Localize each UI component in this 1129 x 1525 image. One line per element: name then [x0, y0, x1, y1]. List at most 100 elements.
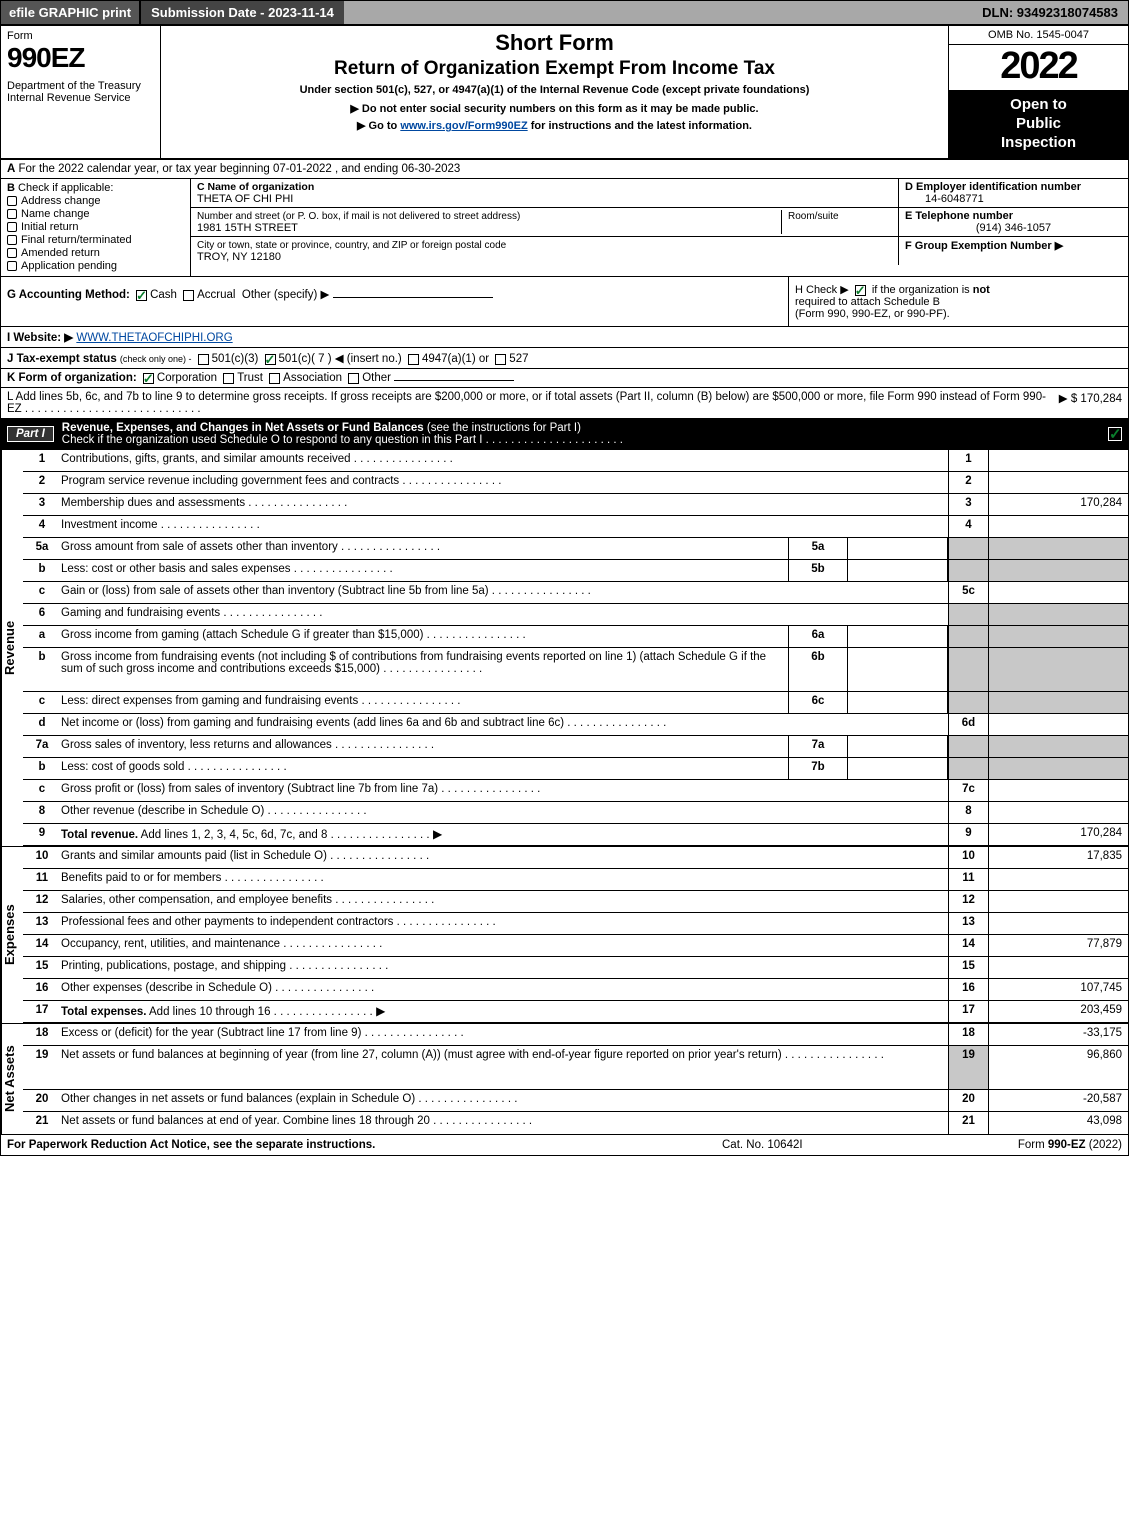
open-to-public-badge: Open to Public Inspection: [949, 90, 1128, 158]
k-o2: Association: [283, 372, 342, 384]
netassets-table: Net Assets 18Excess or (deficit) for the…: [1, 1023, 1128, 1134]
open-line3: Inspection: [953, 134, 1124, 153]
right-val-shade: [988, 758, 1128, 779]
right-num-shade: [948, 560, 988, 581]
part-i-schedule-o-check[interactable]: [1108, 427, 1122, 441]
line-number: 19: [23, 1046, 61, 1089]
check-trust[interactable]: [223, 373, 234, 384]
table-row: 12Salaries, other compensation, and empl…: [23, 891, 1128, 913]
right-val-shade: [988, 692, 1128, 713]
line-description: Salaries, other compensation, and employ…: [61, 891, 948, 912]
mid-line-value[interactable]: [848, 560, 948, 581]
table-row: 19Net assets or fund balances at beginni…: [23, 1046, 1128, 1090]
mid-line-value[interactable]: [848, 648, 948, 691]
check-cash[interactable]: [136, 290, 147, 301]
check-schedule-b-not-required[interactable]: [855, 285, 866, 296]
check-corporation[interactable]: [143, 373, 154, 384]
dept-line-2: Internal Revenue Service: [7, 92, 154, 104]
subtitle-section: Under section 501(c), 527, or 4947(a)(1)…: [167, 84, 942, 96]
check-amended-return[interactable]: Amended return: [7, 247, 184, 259]
right-num-shade: [948, 626, 988, 647]
check-501c3[interactable]: [198, 354, 209, 365]
check-name-change[interactable]: Name change: [7, 208, 184, 220]
line-description: Membership dues and assessments . . . . …: [61, 494, 948, 515]
goto-post: for instructions and the latest informat…: [528, 120, 752, 132]
check-final-return[interactable]: Final return/terminated: [7, 234, 184, 246]
line-description: Gross profit or (loss) from sales of inv…: [61, 780, 948, 801]
right-line-number: 17: [948, 1001, 988, 1022]
mid-line-value[interactable]: [848, 626, 948, 647]
website-link[interactable]: WWW.THETAOFCHIPHI.ORG: [76, 332, 232, 344]
k-o1: Trust: [237, 372, 263, 384]
org-name-value: THETA OF CHI PHI: [197, 193, 293, 205]
line-number: 5a: [23, 538, 61, 559]
form-header: Form 990EZ Department of the Treasury In…: [1, 26, 1128, 160]
irs-link[interactable]: www.irs.gov/Form990EZ: [400, 120, 527, 132]
line-number: 1: [23, 450, 61, 471]
right-num-shade: [948, 692, 988, 713]
check-application-pending[interactable]: Application pending: [7, 260, 184, 272]
right-line-number: 5c: [948, 582, 988, 603]
check-527[interactable]: [495, 354, 506, 365]
expenses-body: 10Grants and similar amounts paid (list …: [23, 847, 1128, 1023]
check-address-change[interactable]: Address change: [7, 195, 184, 207]
check-other-org[interactable]: [348, 373, 359, 384]
check-initial-return[interactable]: Initial return: [7, 221, 184, 233]
tax-year: 2022: [949, 45, 1128, 90]
mid-line-value[interactable]: [848, 538, 948, 559]
right-line-value: 96,860: [988, 1046, 1128, 1089]
row-g-h: G Accounting Method: Cash Accrual Other …: [1, 277, 1128, 327]
line-number: c: [23, 692, 61, 713]
c-name-label: C Name of organization: [197, 181, 314, 193]
right-line-value: 107,745: [988, 979, 1128, 1000]
mid-line-value[interactable]: [848, 758, 948, 779]
g-label: G Accounting Method:: [7, 289, 130, 301]
right-line-value: 170,284: [988, 494, 1128, 515]
b-intro: Check if applicable:: [18, 182, 113, 194]
right-line-value: [988, 869, 1128, 890]
right-val-shade: [988, 604, 1128, 625]
other-org-line[interactable]: [394, 380, 514, 381]
chk-lbl-0: Address change: [21, 195, 101, 207]
right-line-number: 21: [948, 1112, 988, 1134]
section-b-through-f: B Check if applicable: Address change Na…: [1, 179, 1128, 277]
j-label: J Tax-exempt status: [7, 353, 117, 365]
line-number: b: [23, 648, 61, 691]
check-accrual[interactable]: [183, 290, 194, 301]
columns-cdef: C Name of organization THETA OF CHI PHI …: [191, 179, 1128, 276]
right-line-number: 3: [948, 494, 988, 515]
form-id-block: Form 990EZ Department of the Treasury In…: [1, 26, 161, 158]
check-501c[interactable]: [265, 354, 276, 365]
check-4947[interactable]: [408, 354, 419, 365]
right-line-number: 6d: [948, 714, 988, 735]
mid-line-value[interactable]: [848, 736, 948, 757]
efile-print-button[interactable]: efile GRAPHIC print: [1, 1, 141, 24]
table-row: 8Other revenue (describe in Schedule O) …: [23, 802, 1128, 824]
line-description: Gross income from fundraising events (no…: [61, 648, 788, 691]
mid-line-value[interactable]: [848, 692, 948, 713]
line-number: 15: [23, 957, 61, 978]
check-association[interactable]: [269, 373, 280, 384]
right-line-value: [988, 450, 1128, 471]
table-row: 14Occupancy, rent, utilities, and mainte…: [23, 935, 1128, 957]
k-label: K Form of organization:: [7, 372, 137, 384]
dln-label: DLN: 93492318074583: [972, 1, 1128, 24]
line-description: Net assets or fund balances at end of ye…: [61, 1112, 948, 1134]
line-number: c: [23, 582, 61, 603]
table-row: dNet income or (loss) from gaming and fu…: [23, 714, 1128, 736]
other-specify-line[interactable]: [333, 297, 493, 298]
right-line-value: -33,175: [988, 1024, 1128, 1045]
chk-lbl-4: Amended return: [21, 247, 100, 259]
omb-number: OMB No. 1545-0047: [949, 26, 1128, 45]
table-row: 11Benefits paid to or for members . . . …: [23, 869, 1128, 891]
d-label: D Employer identification number: [905, 181, 1081, 193]
line-number: 3: [23, 494, 61, 515]
right-val-shade: [988, 538, 1128, 559]
f-group-row: F Group Exemption Number ▶: [899, 237, 1128, 254]
right-line-number: 11: [948, 869, 988, 890]
dept-line-1: Department of the Treasury: [7, 80, 154, 92]
phone-value: (914) 346-1057: [905, 222, 1122, 234]
mid-line-ref: 5a: [788, 538, 848, 559]
title-short-form: Short Form: [167, 30, 942, 56]
mid-line-ref: 6c: [788, 692, 848, 713]
